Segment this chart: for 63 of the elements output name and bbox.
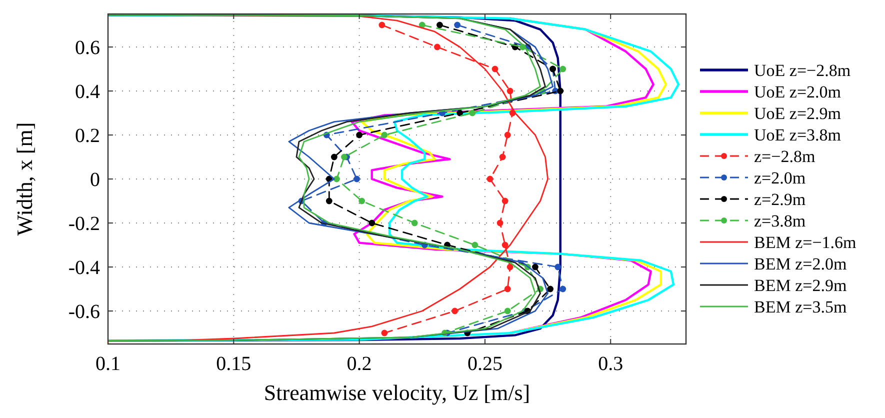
point	[368, 220, 376, 226]
point	[504, 132, 511, 138]
point	[381, 132, 388, 138]
point	[411, 220, 418, 226]
y-tick-label: -0.6	[68, 301, 100, 323]
point	[499, 154, 506, 160]
point	[502, 198, 508, 204]
legend-label: BEM z=2.0m	[754, 254, 847, 274]
legend-label: UoE z=−2.8m	[754, 61, 851, 80]
legend-label: BEM z=−1.6m	[754, 233, 856, 252]
legend-label: BEM z=2.9m	[754, 276, 847, 295]
point	[506, 88, 514, 94]
point	[354, 176, 360, 182]
point	[472, 242, 478, 248]
point	[469, 110, 476, 116]
y-tick-label: 0.2	[75, 125, 100, 147]
point	[356, 132, 363, 138]
point	[554, 264, 562, 270]
point	[486, 176, 494, 182]
point	[341, 154, 348, 160]
point	[456, 110, 464, 116]
x-tick-label: 0.2	[346, 353, 372, 375]
point	[532, 264, 538, 270]
legend-label: UoE z=2.9m	[754, 104, 842, 123]
point	[452, 308, 458, 314]
point	[560, 286, 566, 292]
legend-label: z=2.0m	[754, 168, 806, 188]
point	[506, 264, 514, 270]
point	[358, 198, 366, 204]
point	[547, 286, 554, 292]
x-axis-title: Streamwise velocity, Uz [m/s]	[264, 380, 530, 405]
point	[557, 88, 564, 94]
y-tick-label: -0.2	[68, 213, 100, 235]
point	[502, 242, 508, 248]
y-tick-label: -0.4	[68, 257, 100, 279]
line-series	[108, 14, 680, 342]
point	[504, 286, 511, 292]
point	[378, 22, 386, 28]
point	[381, 330, 388, 336]
point	[333, 176, 340, 182]
y-axis-title: Width, x [m]	[12, 122, 37, 236]
point	[434, 44, 440, 50]
point	[454, 22, 461, 28]
point	[326, 198, 332, 204]
point	[492, 66, 498, 72]
y-tick-label: 0.6	[75, 37, 100, 59]
point	[560, 66, 566, 72]
x-tick-label: 0.3	[598, 353, 624, 375]
x-tick-label: 0.1	[96, 353, 120, 375]
point	[436, 22, 443, 28]
point	[504, 308, 511, 314]
legend-label: UoE z=2.0m	[754, 82, 842, 102]
point	[496, 220, 504, 226]
point	[330, 154, 338, 160]
y-tick-label: 0.4	[75, 81, 100, 103]
x-tick-label: 0.25	[467, 353, 502, 375]
legend-label: UoE z=3.8m	[754, 126, 842, 144]
legend-label: z=−2.8m	[754, 147, 816, 166]
x-tick-label: 0.15	[216, 353, 252, 375]
y-tick-label: 0	[90, 169, 100, 191]
legend-label: z=2.9m	[754, 190, 806, 209]
legend-label: BEM z=3.5m	[754, 298, 847, 316]
legend-label: z=3.8m	[754, 212, 806, 230]
